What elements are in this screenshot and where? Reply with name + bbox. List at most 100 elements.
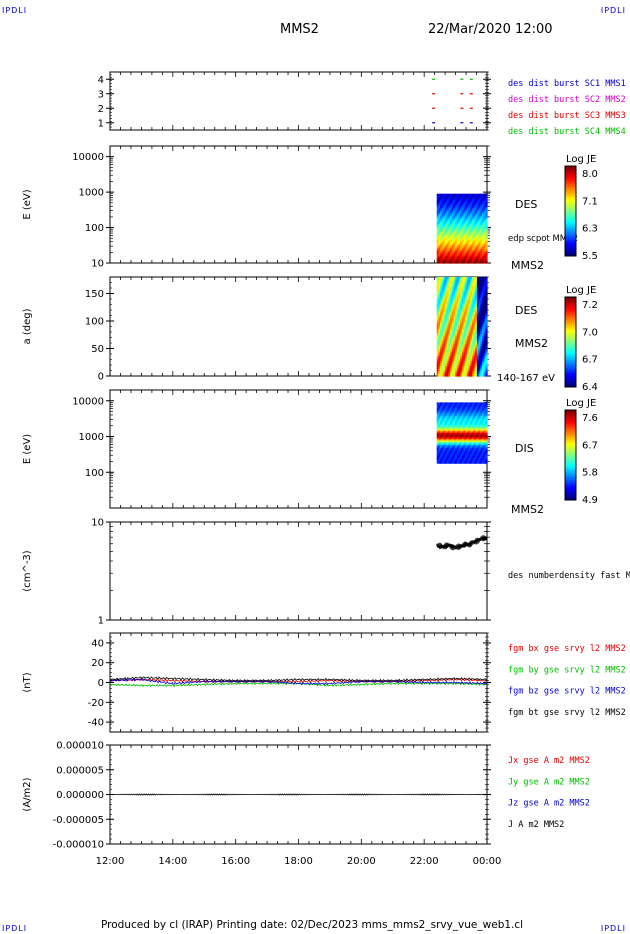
- des-energy-spectrogram-cell: [441, 245, 445, 249]
- des-energy-spectrogram-cell: [465, 221, 468, 224]
- dis-energy-spectrogram-cell: [443, 444, 446, 448]
- des-pitch-angle-cell: [461, 348, 465, 352]
- des-pitch-angle-cell: [450, 301, 453, 305]
- des-pitch-angle-cell: [446, 363, 450, 367]
- des-energy-spectrogram-cell: [485, 212, 488, 216]
- des-pitch-angle-cell: [463, 356, 466, 360]
- des-energy-spectrogram-cell: [448, 193, 451, 197]
- des-energy-spectrogram-cell: [445, 256, 448, 259]
- dis-energy-spectrogram-cell: [455, 452, 458, 455]
- des-energy-spectrogram-cell: [460, 256, 463, 259]
- dis-energy-spectrogram-cell: [476, 440, 480, 443]
- des-energy-spectrogram-cell: [468, 233, 471, 236]
- des-pitch-angle-cell: [441, 291, 445, 295]
- des-pitch-angle-cell: [476, 338, 480, 342]
- des-pitch-angle-cell: [458, 316, 461, 320]
- des-energy-spectrogram-cell: [445, 200, 448, 203]
- dis-energy-spectrogram-cell: [471, 432, 475, 435]
- des-pitch-angle-cell: [436, 343, 440, 347]
- dis-energy-spectrogram-cell: [463, 432, 466, 435]
- density-ylabel: (cm^-3): [22, 550, 33, 591]
- des-pitch-angle-cell: [458, 343, 461, 347]
- des-energy-spectrogram-cell: [485, 235, 488, 238]
- x-tick-label: 20:00: [347, 856, 376, 867]
- des-pitch-angle-cell: [478, 294, 481, 298]
- des-pitch-angle-cell: [450, 351, 453, 355]
- des-energy-spectrogram-cell: [485, 219, 488, 223]
- des-energy-spectrogram-cell: [480, 217, 483, 221]
- des-energy-spectrogram-cell: [443, 230, 446, 233]
- des-pitch-angle-cell: [448, 328, 451, 333]
- burst-availability-ytick-label: 1: [98, 118, 104, 129]
- des-energy-spectrogram-cell: [461, 212, 465, 216]
- des-pitch-angle-cell: [463, 368, 466, 372]
- dis-energy-spectrogram-cell: [453, 419, 456, 422]
- des-pitch-angle-cell: [485, 324, 488, 328]
- dis-energy-spectrogram-colorbar-cell: [565, 484, 576, 487]
- des-energy-spectrogram-cell: [478, 230, 481, 233]
- des-pitch-angle-cell: [483, 353, 486, 357]
- des-pitch-angle-cell: [470, 319, 473, 323]
- des-energy-spectrogram-cell: [478, 249, 481, 252]
- des-energy-spectrogram-cell: [468, 250, 471, 254]
- x-tick-label: 18:00: [284, 856, 313, 867]
- des-energy-spectrogram-cell: [481, 197, 485, 200]
- des-energy-spectrogram-cell: [470, 204, 473, 207]
- des-energy-spectrogram-cell: [485, 211, 488, 214]
- dis-energy-spectrogram-cell: [458, 429, 461, 432]
- dis-energy-spectrogram-cell: [481, 419, 485, 422]
- des-pitch-angle-cell: [455, 291, 458, 295]
- dis-energy-spectrogram-cell: [466, 411, 470, 414]
- des-pitch-angle-colorbar-cell: [565, 362, 576, 365]
- des-energy-spectrogram-cell: [436, 211, 440, 214]
- des-energy-spectrogram-cell: [456, 214, 460, 217]
- dis-energy-spectrogram-cell: [475, 422, 478, 425]
- des-energy-spectrogram-colorbar-cell: [565, 195, 576, 198]
- des-pitch-angle-cell: [458, 286, 461, 290]
- des-pitch-angle-cell: [485, 284, 488, 288]
- des-pitch-angle-cell: [485, 304, 488, 308]
- des-pitch-angle-cell: [441, 311, 445, 315]
- des-energy-spectrogram-cell: [455, 261, 458, 264]
- dis-energy-spectrogram-cell: [453, 440, 456, 443]
- des-pitch-angle-cell: [453, 296, 456, 300]
- des-energy-spectrogram-cell: [443, 226, 446, 229]
- des-pitch-angle-cell: [481, 346, 485, 350]
- des-energy-spectrogram-cell: [471, 219, 475, 223]
- des-energy-spectrogram-cell: [470, 231, 473, 235]
- des-energy-spectrogram-cell: [466, 245, 470, 249]
- dis-energy-spectrogram-cell: [448, 406, 451, 410]
- des-energy-spectrogram-cell: [445, 261, 448, 264]
- dis-energy-spectrogram-cell: [480, 419, 483, 422]
- des-energy-spectrogram-cell: [478, 211, 481, 214]
- des-energy-spectrogram-cell: [456, 247, 460, 250]
- dis-energy-spectrogram-cell: [480, 447, 483, 451]
- des-pitch-angle-cell: [475, 309, 478, 313]
- dis-energy-spectrogram-cell: [468, 417, 471, 420]
- des-energy-spectrogram-cell: [451, 214, 455, 217]
- des-pitch-angle-cell: [448, 358, 451, 362]
- dis-energy-spectrogram-cell: [480, 438, 483, 441]
- dis-energy-spectrogram-cell: [438, 426, 441, 429]
- des-energy-spectrogram-cell: [441, 250, 445, 254]
- dis-energy-spectrogram-colorbar-cell: [565, 497, 576, 501]
- dis-energy-spectrogram-cell: [455, 426, 458, 429]
- des-pitch-angle-cell: [456, 289, 460, 293]
- des-pitch-angle-cell: [460, 316, 463, 320]
- des-pitch-angle-cell: [468, 361, 471, 365]
- des-pitch-angle-cell: [471, 316, 475, 320]
- des-pitch-angle-cell: [480, 294, 483, 298]
- des-pitch-angle-cell: [476, 343, 480, 347]
- des-pitch-angle-cell: [441, 373, 445, 377]
- dis-energy-spectrogram-cell: [436, 428, 440, 431]
- dis-energy-spectrogram-cell: [470, 431, 473, 434]
- des-pitch-angle-cell: [473, 286, 476, 290]
- des-energy-spectrogram-cell: [455, 202, 458, 205]
- des-pitch-angle-cell: [480, 353, 483, 357]
- des-energy-spectrogram-cell: [438, 250, 441, 254]
- des-energy-spectrogram-cell: [478, 219, 481, 223]
- des-pitch-angle-cell: [473, 299, 476, 303]
- dis-energy-spectrogram-cell: [473, 450, 476, 454]
- des-pitch-angle-cell: [460, 319, 463, 323]
- des-energy-spectrogram-cell: [455, 219, 458, 223]
